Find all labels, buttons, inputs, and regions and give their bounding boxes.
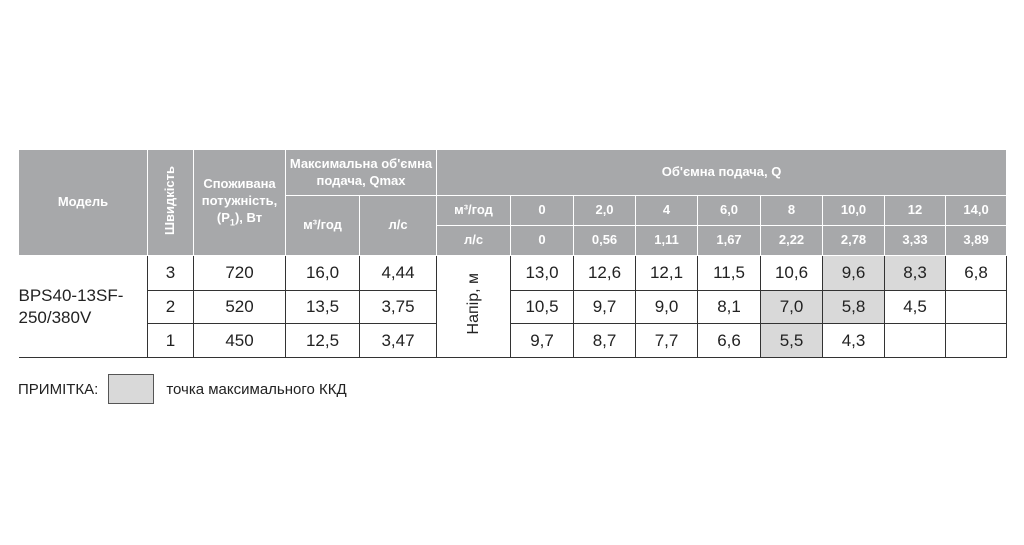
header-cell: л/с [358, 195, 438, 256]
header-cell: м³/год [436, 195, 512, 226]
note: ПРИМІТКА: точка максимального ККД [18, 374, 347, 404]
cell: 7,0 [760, 290, 824, 324]
cell: 2 [147, 290, 194, 324]
spec-table: Модель Швидкість Споживана потужність, (… [18, 149, 1008, 358]
cell: 6,6 [697, 323, 762, 358]
header-cell: 2,22 [760, 225, 824, 256]
header-cell: 0 [510, 195, 575, 226]
cell: 10,6 [760, 255, 824, 291]
header-cell: Максимальна об'ємна подача, Qmax [284, 149, 438, 196]
cell: 520 [193, 290, 286, 324]
header-cell: 4 [635, 195, 699, 226]
cell: 12,1 [635, 255, 699, 291]
header-cell: 1,67 [697, 225, 762, 256]
cell: 5,8 [822, 290, 886, 324]
header-cell: 8 [760, 195, 824, 226]
header-cell: 10,0 [822, 195, 886, 226]
table-row: 2 520 13,5 3,75 10,5 9,7 9,0 8,1 7,0 5,8 4,5 [19, 290, 1008, 324]
cell: 4,3 [822, 323, 886, 358]
table-row: 1 450 12,5 3,47 9,7 8,7 7,7 6,6 5,5 4,3 [19, 323, 1008, 358]
cell: 13,0 [510, 255, 575, 291]
header-cell: 1,11 [635, 225, 699, 256]
cell: 8,1 [697, 290, 762, 324]
header-text: ), Вт [234, 209, 263, 225]
cell [945, 290, 1008, 324]
head-label: Напір, м [464, 273, 482, 335]
header-cell: л/с [436, 225, 512, 256]
header-cell: Модель [18, 149, 148, 256]
header-cell: 0,56 [573, 225, 637, 256]
cell: 3,75 [358, 290, 438, 324]
header-sub: 1 [229, 217, 235, 228]
note-label: ПРИМІТКА: [18, 380, 99, 398]
cell: 13,5 [285, 290, 360, 324]
cell: 5,5 [760, 323, 824, 358]
header-cell: Швидкість [147, 149, 194, 256]
header-cell: 12 [884, 195, 947, 226]
header-cell: 14,0 [945, 195, 1008, 226]
cell: 12,5 [285, 323, 360, 358]
cell: 3 [147, 255, 194, 291]
header-text: Швидкість [162, 165, 178, 235]
cell: 9,7 [510, 323, 575, 358]
cell: 4,5 [884, 290, 947, 324]
cell: 8,3 [884, 255, 947, 291]
header-cell: 3,89 [945, 225, 1008, 256]
header-cell: м³/год [285, 195, 360, 256]
cell: 6,8 [945, 255, 1008, 291]
cell: 9,6 [822, 255, 886, 291]
cell: 3,47 [358, 323, 438, 358]
table-header: Модель Швидкість Споживана потужність, (… [18, 149, 1008, 256]
cell [884, 323, 947, 358]
header-cell: 2,78 [822, 225, 886, 256]
cell [945, 323, 1008, 358]
cell: 11,5 [697, 255, 762, 291]
cell: 8,7 [573, 323, 637, 358]
legend-swatch [108, 374, 155, 404]
header-cell: Об'ємна подача, Q [436, 149, 1008, 196]
cell: 10,5 [510, 290, 575, 324]
cell: 450 [193, 323, 286, 358]
note-text: точка максимального ККД [166, 380, 347, 398]
cell: 7,7 [635, 323, 699, 358]
cell: 16,0 [285, 255, 360, 291]
cell: 9,0 [635, 290, 699, 324]
cell: 12,6 [573, 255, 637, 291]
header-text: Споживана потужність, (P [201, 175, 278, 225]
cell: 4,44 [358, 255, 438, 291]
model-cell: BPS40-13SF-250/380V [18, 255, 148, 358]
header-cell: 2,0 [573, 195, 637, 226]
cell: 720 [193, 255, 286, 291]
header-cell: 6,0 [697, 195, 762, 226]
cell: 9,7 [573, 290, 637, 324]
cell: 1 [147, 323, 194, 358]
header-cell: Споживана потужність, (P1), Вт [193, 149, 286, 256]
header-cell: 0 [510, 225, 575, 256]
head-label-cell: Напір, м [436, 255, 512, 358]
header-cell: 3,33 [884, 225, 947, 256]
